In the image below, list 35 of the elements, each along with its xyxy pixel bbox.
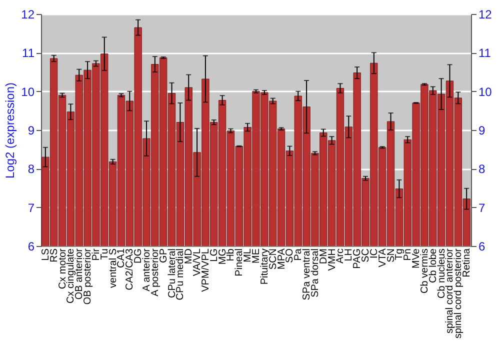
x-tick-label: LS xyxy=(40,248,52,261)
x-tick-label: ME xyxy=(251,248,262,264)
x-tick-label: Cb lobe xyxy=(428,248,439,283)
y2-tick-label: 6 xyxy=(478,240,486,254)
y-tick-label: 12 xyxy=(21,8,35,22)
y-axis-title: Log2 (expression) xyxy=(3,82,18,179)
y-tick-label: 11 xyxy=(22,46,35,60)
x-tick-label: VTA xyxy=(377,248,388,268)
x-tick-label: SC xyxy=(360,248,372,262)
x-tick-label: RS xyxy=(48,248,60,262)
x-tick-label: Tu xyxy=(99,248,110,260)
x-tick-label: A posterior xyxy=(150,248,161,296)
y-tick-label: 9 xyxy=(28,124,35,138)
y-tick-label: 7 xyxy=(28,200,35,215)
y2-tick-label: 7 xyxy=(478,200,486,215)
x-tick-label: A anterior xyxy=(142,248,152,292)
x-tick-label: GP xyxy=(158,248,170,263)
x-tick-label: Tg xyxy=(394,248,406,260)
y2-tick-label: 8 xyxy=(478,162,486,176)
x-tick-label: VPM/VPL xyxy=(200,248,212,292)
x-tick-label: SCN xyxy=(268,248,279,270)
x-tick-label: spinal cord posterior xyxy=(453,248,464,339)
y-tick-label: 6 xyxy=(28,240,35,254)
y2-tick-label: 9 xyxy=(478,124,486,138)
x-tick-label: Retina xyxy=(462,248,473,278)
x-tick-label: Pituitary xyxy=(259,248,270,285)
y-tick-label: 10 xyxy=(21,84,35,99)
y2-tick-label: 12 xyxy=(478,8,492,22)
x-tick-label: DM xyxy=(318,248,330,264)
x-tick-label: SPa dorsal xyxy=(310,248,321,298)
y-tick-label: 8 xyxy=(28,162,35,176)
x-tick-label: IC xyxy=(368,248,380,258)
x-tick-label: LG xyxy=(208,248,220,262)
y2-tick-label: 10 xyxy=(478,84,492,99)
y2-tick-label: 11 xyxy=(478,46,492,60)
